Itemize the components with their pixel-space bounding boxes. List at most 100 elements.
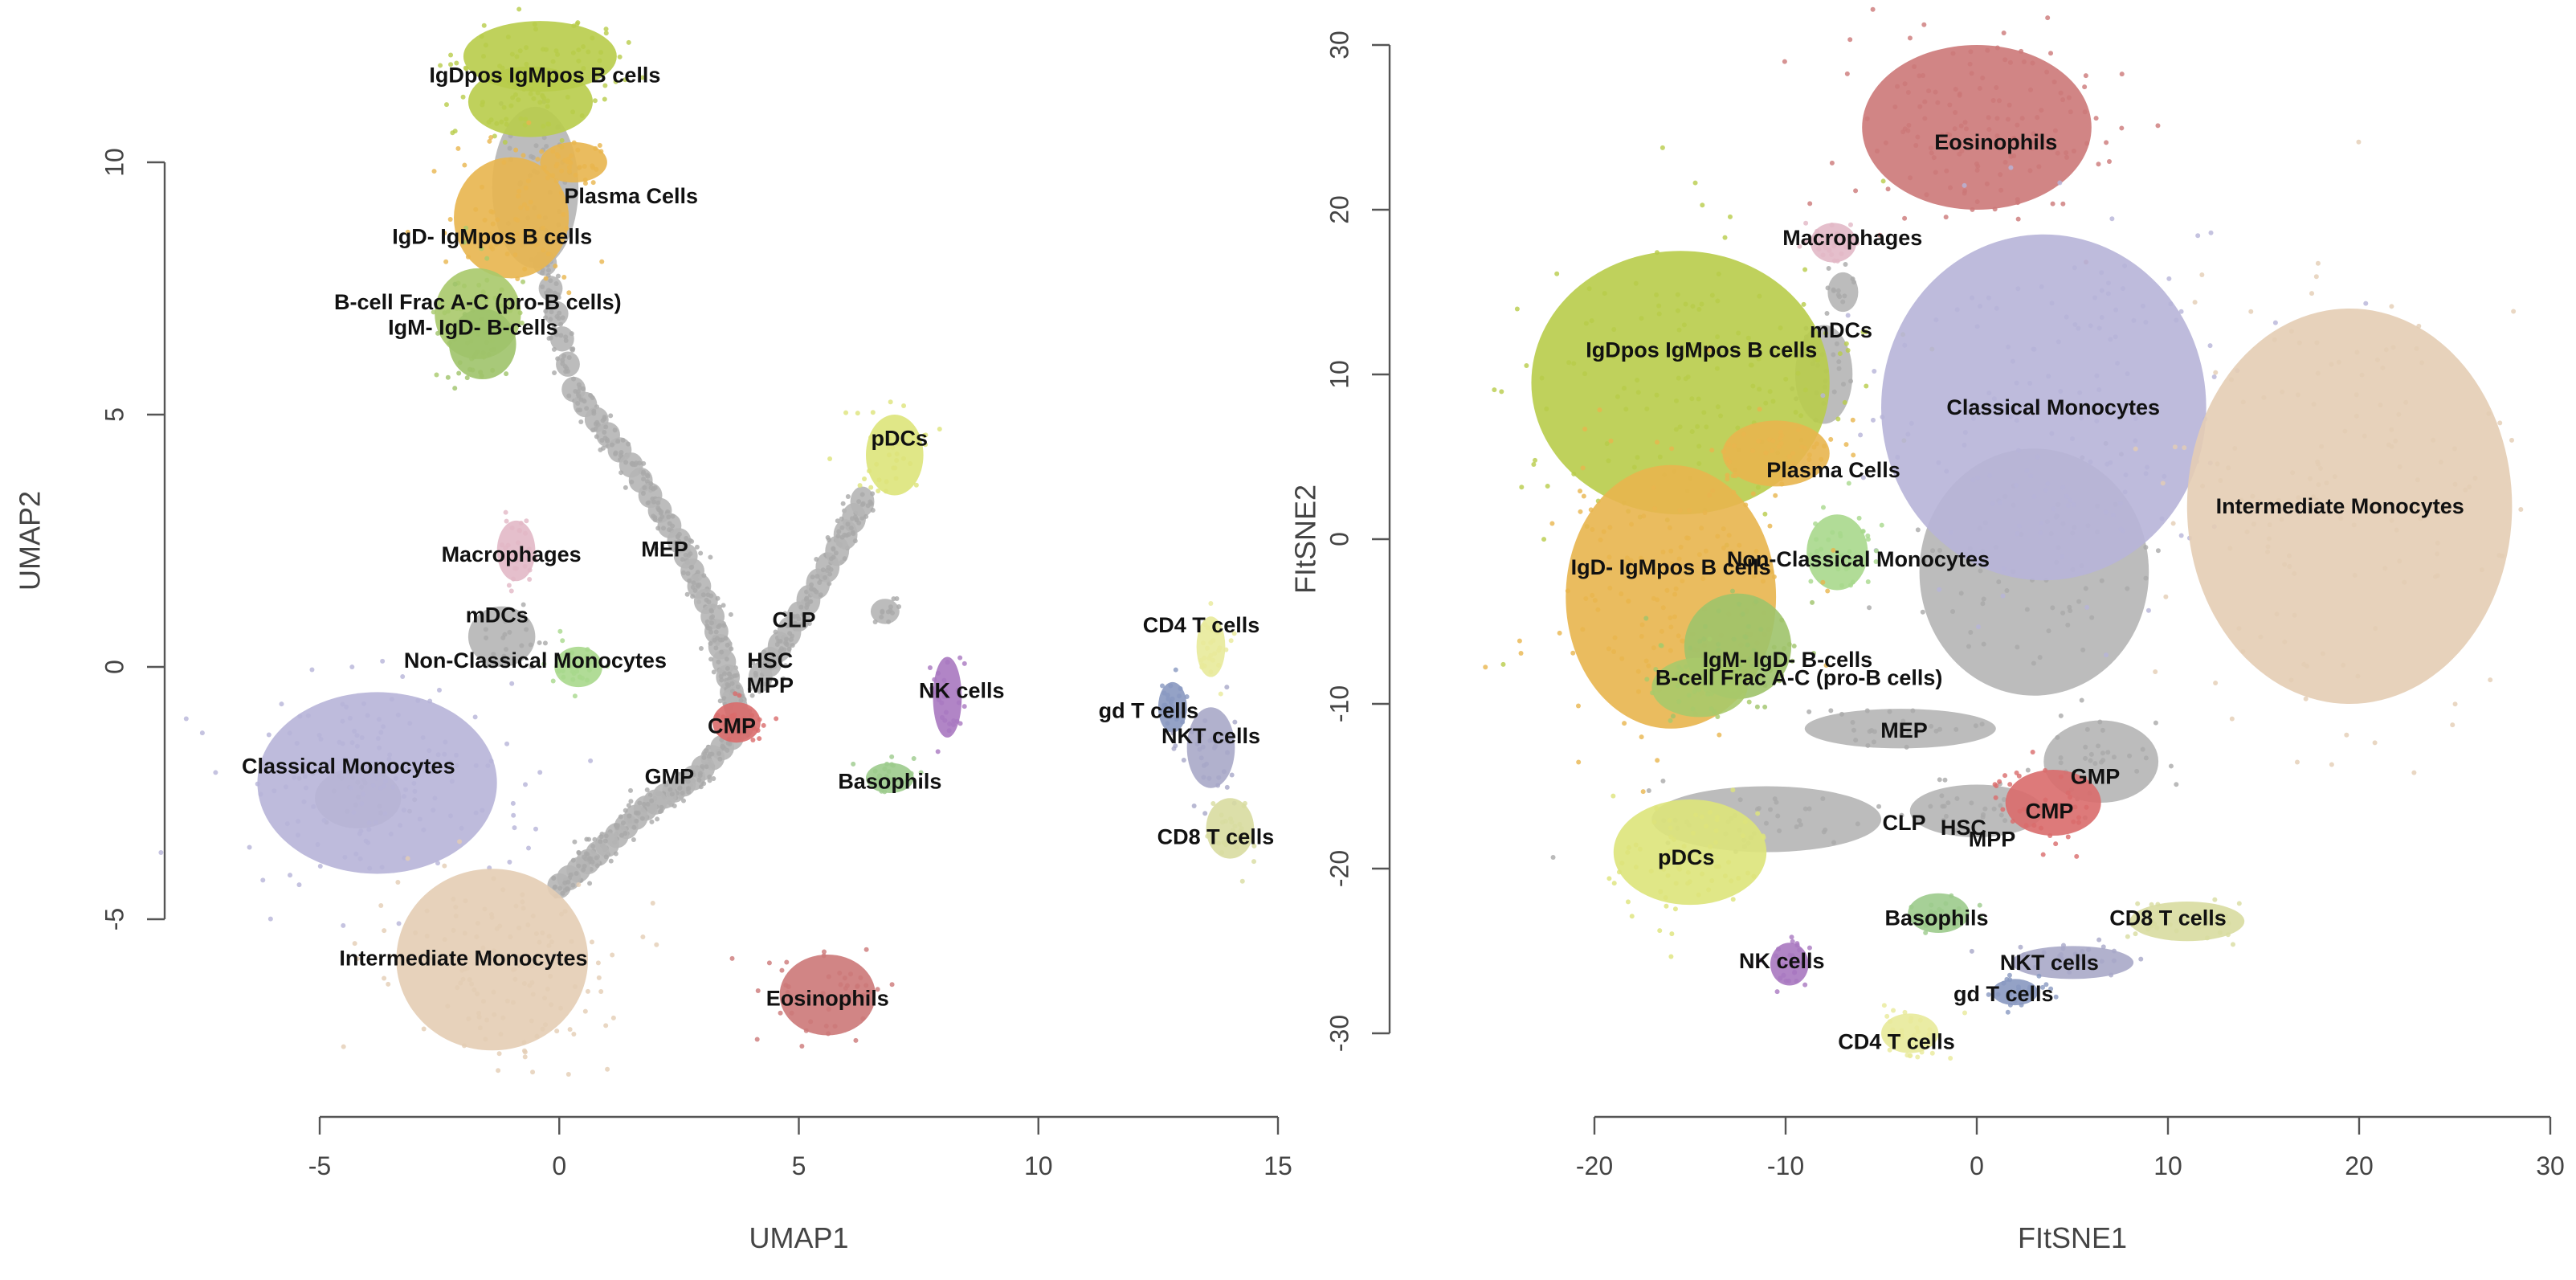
cell-point (2320, 651, 2325, 656)
cell-point (683, 552, 688, 558)
cell-point (1232, 719, 1238, 725)
cell-point (649, 819, 655, 824)
cell-point (1730, 897, 1736, 902)
cell-point (1915, 527, 1921, 533)
cell-point (2014, 418, 2019, 423)
cell-point (400, 674, 406, 680)
cell-point (1779, 673, 1785, 678)
cell-point (620, 820, 626, 826)
cell-point (1806, 709, 1812, 714)
cell-point (511, 576, 516, 582)
cell-point (2056, 813, 2062, 819)
x-tick-label: 0 (552, 1151, 566, 1180)
cell-point (1933, 89, 1938, 95)
cell-point (492, 1012, 497, 1017)
cell-point (1643, 658, 1649, 664)
cell-point (663, 782, 669, 787)
cell-point (876, 489, 881, 494)
cell-point (2240, 648, 2246, 654)
cluster-label: Macrophages (442, 542, 582, 566)
cell-point (279, 701, 284, 707)
cluster-label: MEP (1880, 718, 1928, 742)
cell-point (396, 921, 402, 926)
cell-point (1638, 555, 1643, 561)
cell-point (452, 337, 458, 342)
cell-point (1709, 292, 1715, 298)
cell-point (708, 607, 714, 613)
cell-point (1210, 638, 1216, 644)
cell-point (848, 525, 854, 531)
cell-point (2021, 807, 2027, 812)
cell-point (507, 145, 512, 151)
cell-point (1602, 291, 1607, 296)
cell-point (2207, 916, 2212, 922)
cell-point (503, 309, 508, 314)
cell-point (309, 667, 315, 673)
cell-point (570, 857, 576, 863)
cell-point (1754, 704, 1760, 710)
cell-point (2438, 460, 2443, 465)
cell-point (534, 1033, 540, 1039)
cell-point (518, 521, 524, 526)
cluster-label: mDCs (466, 603, 529, 627)
cell-point (716, 730, 721, 735)
cell-point (1218, 691, 1223, 697)
cluster-label: pDCs (1658, 845, 1715, 869)
cell-point (2396, 411, 2402, 417)
cell-point (457, 839, 463, 844)
cell-point (778, 638, 783, 644)
cell-point (2354, 392, 2359, 398)
cell-point (1820, 505, 1826, 510)
cell-point (2374, 357, 2380, 362)
cell-point (1839, 583, 1844, 588)
cell-point (1906, 730, 1912, 736)
cluster-label: IgM- IgD- B-cells (1703, 648, 1873, 672)
cell-point (875, 777, 880, 783)
cell-point (2178, 309, 2184, 314)
cell-point (827, 571, 833, 577)
cell-point (1581, 493, 1586, 499)
cell-point (929, 685, 935, 691)
cell-point (2004, 588, 2010, 594)
cell-point (697, 773, 703, 779)
cell-point (2060, 485, 2066, 490)
cell-point (563, 369, 569, 374)
cell-point (1790, 451, 1796, 456)
cluster-blob (866, 415, 924, 496)
cell-point (576, 881, 582, 887)
cell-point (650, 900, 655, 906)
cell-point (540, 225, 545, 231)
cell-point (1845, 564, 1851, 570)
cell-point (2122, 489, 2128, 495)
cell-point (2217, 930, 2223, 935)
cell-point (1554, 271, 1560, 276)
cell-point (2318, 466, 2324, 472)
cell-point (1680, 679, 1686, 685)
cell-point (1211, 837, 1217, 843)
cell-point (1729, 549, 1735, 554)
cell-point (1945, 800, 1951, 806)
cell-point (1702, 684, 1708, 689)
cell-point (2094, 418, 2100, 423)
cluster-label: CMP (2025, 799, 2073, 823)
cell-point (584, 677, 590, 683)
cell-point (818, 592, 823, 598)
cell-point (2250, 493, 2256, 499)
cell-point (1915, 1054, 1921, 1060)
cell-point (1499, 389, 1504, 395)
cell-point (2351, 522, 2357, 528)
cell-point (2287, 564, 2292, 570)
y-tick-label: 0 (1325, 532, 1353, 546)
cell-point (1991, 806, 1997, 812)
cell-point (1885, 186, 1891, 192)
cell-point (267, 916, 273, 922)
cell-point (523, 117, 529, 122)
cell-point (2416, 323, 2422, 329)
cell-point (475, 332, 480, 337)
cluster-label: Intermediate Monocytes (339, 946, 587, 970)
cell-point (2143, 575, 2149, 581)
cell-point (2314, 340, 2320, 346)
cell-point (1791, 644, 1797, 649)
cell-point (1685, 869, 1691, 875)
cell-point (518, 205, 524, 211)
